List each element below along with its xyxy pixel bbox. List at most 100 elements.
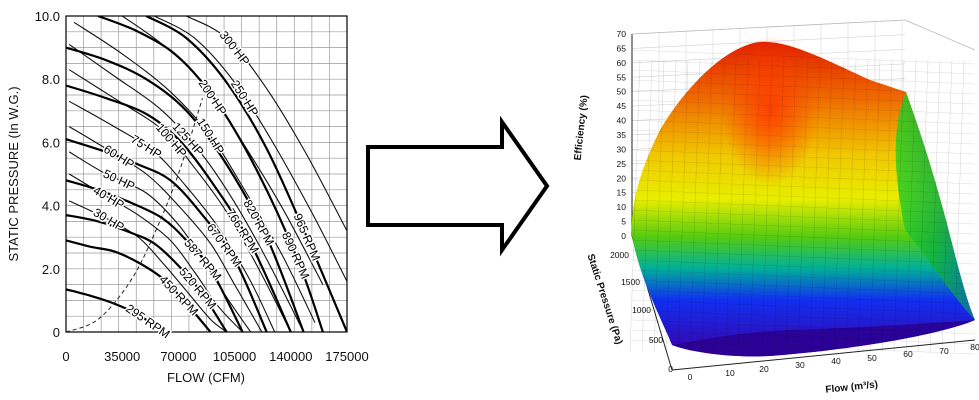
- box-edge-line: [904, 19, 976, 51]
- fan-chart-y-axis-label: STATIC PRESSURE (In W.G.): [6, 86, 21, 261]
- hp-curve-label-text: 300 HP: [217, 28, 253, 68]
- z-tick-label: 45: [617, 101, 627, 111]
- z-tick-label: 30: [617, 144, 627, 154]
- mesh-line: [917, 59, 929, 353]
- y-tick-label: 1500: [621, 277, 640, 287]
- rpm-curve-line: [66, 84, 292, 332]
- x-tick-label: 140000: [269, 349, 312, 364]
- mesh-line: [631, 219, 976, 235]
- x-tick-label: 70000: [160, 349, 196, 364]
- rpm-curve-label-text: 295 RPM: [123, 301, 172, 341]
- hp-curve-line: [68, 43, 305, 332]
- mesh-line: [631, 319, 976, 335]
- hp-curve-line: [68, 173, 243, 332]
- x-tick-label: 0: [62, 349, 69, 364]
- mesh-line: [631, 59, 976, 75]
- efficiency-surface: [629, 35, 976, 357]
- surface-tick-labels: 0510152025303540455055606570050010001500…: [610, 29, 979, 382]
- y-tick-label: 2.0: [42, 262, 60, 277]
- mesh-line: [881, 59, 893, 353]
- x-tick-label: 35000: [104, 349, 140, 364]
- mesh-line: [631, 149, 976, 165]
- mesh-line: [631, 159, 976, 175]
- mesh-line: [749, 59, 761, 353]
- mesh-line: [631, 189, 976, 205]
- mesh-line: [631, 69, 976, 85]
- fan-chart-tick-labels: 0 35000 70000 105000 140000 175000 0 2.0 4.0 6.0 8…: [35, 9, 369, 364]
- hp-curve-line: [154, 16, 347, 282]
- mesh-line: [845, 59, 857, 353]
- mesh-line: [631, 79, 976, 95]
- hp-curve-line: [68, 100, 276, 332]
- x-tick-label: 105000: [213, 349, 256, 364]
- z-tick-label: 35: [617, 130, 627, 140]
- hp-curve-label-text: 30 HP: [91, 205, 127, 234]
- x-tick-label: 80: [970, 342, 979, 352]
- mesh-line: [631, 49, 976, 65]
- x-tick-label: 70: [939, 346, 949, 356]
- mesh-line: [631, 119, 976, 135]
- mesh-line: [941, 59, 953, 353]
- y-tick-label: 0: [53, 325, 60, 340]
- mesh-line: [631, 279, 976, 295]
- hp-curve-line: [73, 21, 316, 323]
- mesh-line: [631, 249, 976, 265]
- mesh-line: [631, 179, 976, 195]
- mesh-line: [833, 59, 845, 353]
- mesh-line: [641, 59, 653, 353]
- mesh-line: [631, 99, 976, 115]
- y-tick-label: 2000: [610, 250, 629, 260]
- mesh-line: [665, 59, 677, 353]
- mesh-line: [631, 329, 976, 345]
- mesh-line: [631, 129, 976, 145]
- mesh-line: [631, 139, 976, 155]
- mesh-line: [725, 59, 737, 353]
- z-tick-label: 55: [617, 72, 627, 82]
- z-tick-label: 50: [617, 87, 627, 97]
- mesh-line: [857, 59, 869, 353]
- mesh-line: [631, 169, 976, 185]
- mesh-line: [631, 239, 976, 255]
- z-tick-label: 0: [621, 231, 626, 241]
- y-tick-label: 10.0: [35, 9, 60, 24]
- mesh-line: [713, 59, 725, 353]
- z-tick-label: 70: [617, 29, 627, 39]
- rpm-curve-line: [145, 16, 347, 332]
- surface-z-axis-label: Efficiency (%): [573, 95, 591, 161]
- mesh-line: [631, 229, 976, 245]
- y-tick-label: 6.0: [42, 135, 60, 150]
- right-arrow-icon: [366, 115, 550, 257]
- mesh-line: [629, 59, 641, 353]
- surface-peak: [722, 35, 818, 185]
- box-edge-line: [631, 19, 906, 35]
- mesh-line: [653, 59, 665, 353]
- y-tick-label: 1000: [632, 305, 651, 315]
- mesh-line: [631, 89, 976, 105]
- hp-curve-label: 30 HP: [89, 204, 128, 236]
- mesh-line: [631, 309, 976, 325]
- mesh-line: [677, 59, 689, 353]
- y-tick-label: 0: [668, 364, 673, 374]
- mesh-line: [631, 269, 976, 285]
- hp-curve-line: [68, 69, 292, 332]
- hp-curve-label-text: 250 HP: [228, 78, 261, 119]
- rpm-curve-line: [66, 288, 167, 332]
- mesh-line: [631, 109, 976, 125]
- mesh-line: [761, 59, 773, 353]
- rpm-curve-line: [66, 214, 228, 332]
- mesh-line: [737, 59, 749, 353]
- rpm-curve-line: [97, 16, 324, 332]
- rpm-curve-line: [66, 179, 244, 332]
- hp-curve-line: [186, 16, 347, 232]
- z-tick-label: 65: [617, 43, 627, 53]
- surface-side: [895, 92, 975, 320]
- y-tick-label: 500: [649, 335, 663, 345]
- x-tick-label: 30: [795, 360, 805, 370]
- rpm-curve-line: [66, 46, 305, 332]
- x-tick-label: 10: [725, 368, 735, 378]
- surface-x-axis-label: Flow (m³/s): [825, 379, 879, 395]
- z-tick-label: 5: [621, 217, 626, 227]
- mesh-line: [631, 199, 976, 215]
- mesh-line: [631, 289, 976, 305]
- mesh-line: [785, 59, 797, 353]
